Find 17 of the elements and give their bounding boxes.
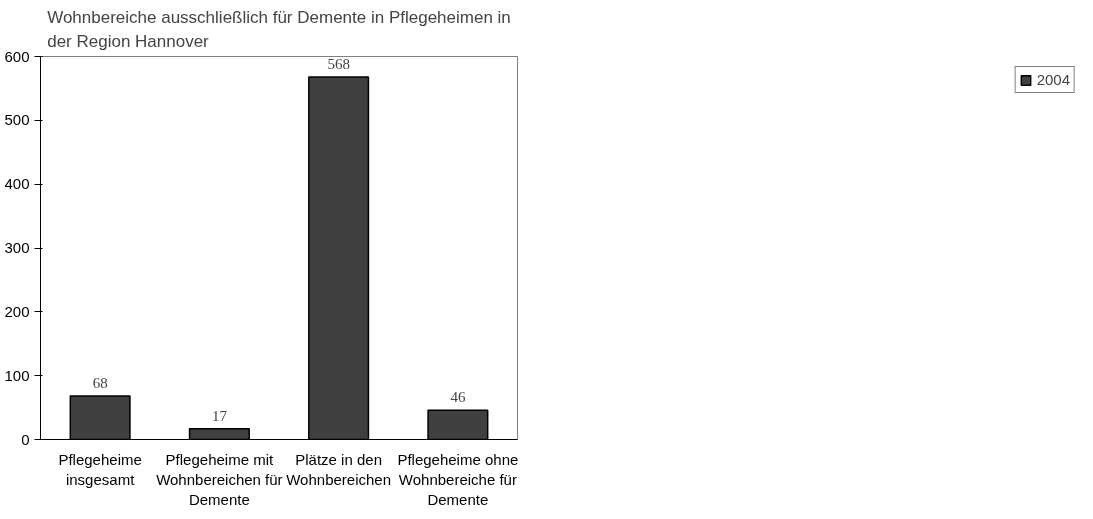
data-label: 17 [211,407,228,424]
y-tick-label: 500 [4,111,30,129]
y-tick-label: 300 [4,239,30,256]
y-tick-label: 0 [21,430,30,448]
data-label: 568 [327,55,350,72]
x-tick-label: Pflegeheime insgesamt [58,450,142,488]
y-tick-label: 600 [4,47,30,65]
data-label: 46 [450,389,466,406]
x-tick-label: Pflegeheime mit Wohnbereichen für Demente [156,450,283,509]
chart-title: Wohnbereiche ausschließlich für Demente in Pflegeheimen in der Region Hannover [47,7,511,52]
legend-label: 2004 [1036,71,1070,88]
y-tick-label: 400 [4,175,30,193]
data-label: 68 [92,375,108,392]
y-tick-label: 200 [4,302,30,320]
y-tick-label: 100 [4,366,30,384]
x-tick-label: Pflegeheime ohne Wohnbereiche für Demente [397,450,519,509]
x-tick-label: Plätze in den Wohnbereichen [286,450,392,488]
